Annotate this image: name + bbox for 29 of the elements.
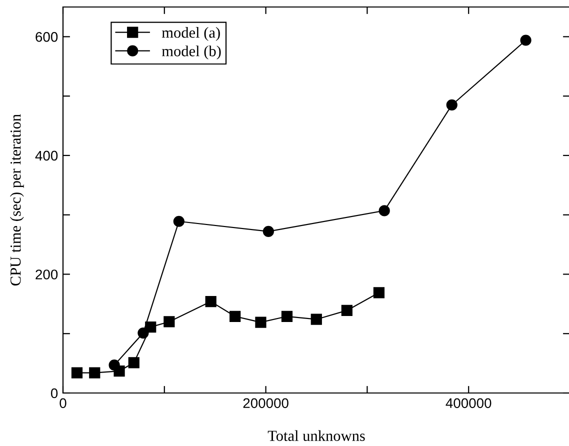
point [205, 296, 216, 308]
point [128, 357, 140, 368]
point [341, 304, 352, 316]
point [108, 360, 120, 371]
point [71, 367, 83, 378]
y-axis-title: CPU time (sec) per iteration [10, 114, 24, 286]
y-tick-label: 0 [50, 388, 58, 398]
point [520, 34, 532, 46]
y-tick-label: 600 [36, 32, 58, 42]
x-tick-label: 400000 [446, 398, 492, 408]
point [262, 226, 274, 238]
point [281, 310, 293, 322]
point [255, 316, 266, 328]
point [310, 314, 322, 325]
x-tick-label: 0 [60, 398, 66, 408]
point [230, 310, 241, 322]
point [378, 205, 390, 216]
legend-label: model (b) [162, 46, 221, 60]
point [89, 367, 100, 378]
point [173, 216, 184, 227]
x-axis-title: Total unknowns [268, 430, 365, 442]
x-tick-label: 200000 [243, 398, 288, 408]
point [373, 287, 385, 298]
y-tick-label: 200 [36, 270, 58, 280]
point [446, 99, 458, 111]
y-tick-label: 400 [35, 150, 58, 161]
point [138, 327, 149, 339]
point [164, 316, 175, 328]
legend-label: model (a) [162, 27, 220, 41]
